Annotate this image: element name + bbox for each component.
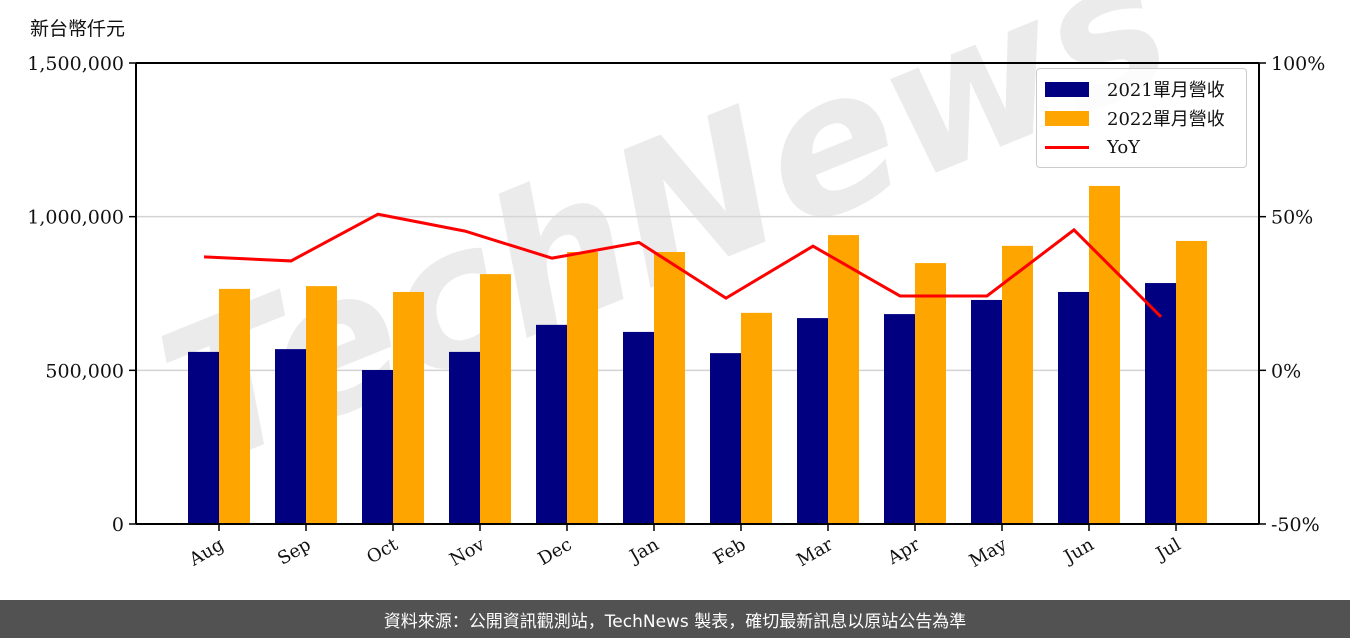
- bar-2022-apr: [915, 263, 946, 524]
- y-tick-label: 1,500,000: [27, 53, 124, 75]
- bar-2021-dec: [536, 324, 567, 524]
- x-tick-label: Sep: [274, 534, 314, 569]
- legend-label-2022: 2022單月營收: [1107, 109, 1225, 130]
- revenue-chart: TechNews 0500,0001,000,0001,500,000-50%0…: [27, 0, 1325, 572]
- bar-2021-jul: [1145, 283, 1176, 524]
- legend-label-2021: 2021單月營收: [1107, 80, 1225, 101]
- legend-item-yoy: YoY: [1045, 135, 1140, 159]
- y-tick-label: 0: [112, 514, 124, 536]
- x-tick-label: Feb: [710, 534, 750, 569]
- legend-swatch-2021: [1045, 81, 1089, 97]
- bar-2021-jun: [1058, 291, 1089, 524]
- legend-item-2021: 2021單月營收: [1045, 77, 1225, 101]
- y2-tick-label: -50%: [1271, 514, 1320, 536]
- bar-2022-feb: [741, 312, 772, 524]
- bar-2022-dec: [567, 252, 598, 524]
- y2-tick-label: 50%: [1271, 207, 1313, 229]
- bar-2022-may: [1002, 245, 1033, 524]
- x-tick-label: Mar: [793, 534, 837, 571]
- bar-series: [188, 185, 1207, 525]
- x-tick-label: Nov: [446, 534, 489, 571]
- bar-2022-sep: [306, 286, 337, 524]
- x-tick-label: May: [966, 534, 1011, 572]
- bar-2021-apr: [884, 314, 915, 524]
- source-footer: 資料來源：公開資訊觀測站，TechNews 製表，確切最新訊息以原站公告為準: [0, 600, 1350, 638]
- bar-2022-jul: [1176, 240, 1207, 525]
- x-tick-label: Oct: [363, 534, 402, 569]
- y-tick-label: 1,000,000: [27, 207, 124, 229]
- bar-2022-oct: [393, 291, 424, 524]
- bar-2022-jun: [1089, 185, 1120, 524]
- x-tick-label: Jun: [1059, 534, 1098, 569]
- bar-2022-jan: [654, 252, 685, 524]
- yoy-line: [203, 212, 1163, 318]
- bar-2021-jan: [623, 331, 654, 524]
- bar-2022-mar: [828, 235, 859, 524]
- chart-legend: 2021單月營收 2022單月營收 YoY: [1036, 68, 1247, 168]
- x-tick-label: Apr: [883, 534, 923, 569]
- legend-line-yoy: [1045, 145, 1089, 149]
- x-tick-label: Dec: [535, 534, 576, 570]
- x-tick-label: Jan: [625, 534, 663, 568]
- bar-2021-oct: [362, 370, 393, 524]
- y-axis-unit-label: 新台幣仟元: [30, 18, 126, 40]
- bar-2021-mar: [797, 318, 828, 524]
- bar-2021-feb: [710, 353, 741, 524]
- legend-label-yoy: YoY: [1107, 136, 1141, 158]
- x-tick-label: Jul: [1151, 534, 1185, 566]
- legend-item-2022: 2022單月營收: [1045, 106, 1225, 130]
- y2-tick-label: 100%: [1271, 53, 1325, 75]
- yoy-line-series: [203, 212, 1163, 318]
- bar-2021-nov: [449, 351, 480, 524]
- x-tick-label: Aug: [185, 534, 228, 571]
- bar-2021-aug: [188, 351, 219, 524]
- bar-2022-nov: [480, 274, 511, 524]
- y-tick-label: 500,000: [45, 360, 124, 382]
- legend-swatch-2022: [1045, 110, 1089, 126]
- bar-2022-aug: [219, 288, 250, 524]
- y2-tick-label: 0%: [1271, 360, 1301, 382]
- bar-2021-sep: [275, 349, 306, 524]
- bar-2021-may: [971, 299, 1002, 524]
